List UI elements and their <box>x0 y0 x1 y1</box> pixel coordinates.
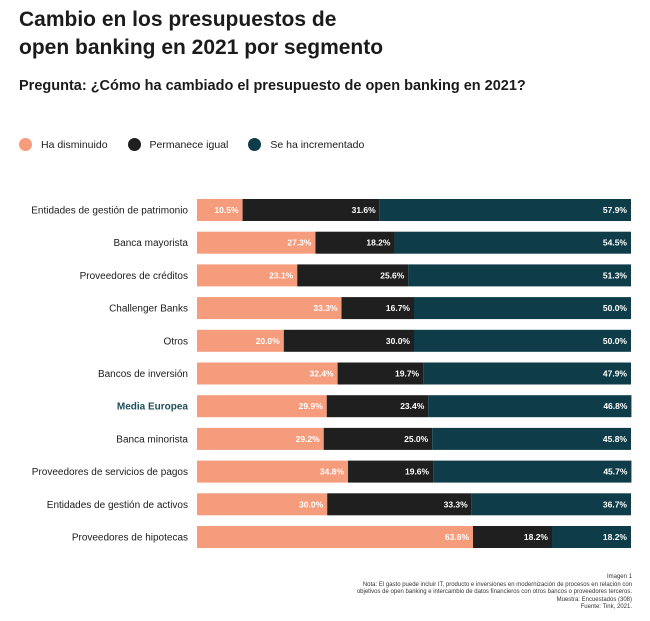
bar-segment-entidades-de-gestion-de-patrimonio-ha-disminuido <box>197 199 243 221</box>
data-label-entidades-de-gestion-de-activos-ha-disminuido: 30.0% <box>299 499 324 509</box>
footnote-note-2: objetivos de open banking e intercambio … <box>356 589 632 596</box>
legend-swatch-decreased <box>19 138 32 151</box>
data-label-banca-minorista-permanece-igual: 25.0% <box>404 434 429 444</box>
category-label-bancos-de-inversion: Bancos de inversión <box>98 369 188 380</box>
bar-segment-proveedores-de-creditos-ha-disminuido <box>197 264 298 287</box>
footnote-sample: Muestra: Encuestados (308) <box>556 596 632 603</box>
bar-segment-banca-minorista-se-ha-incrementado <box>432 427 631 450</box>
bar-segment-bancos-de-inversion-permanece-igual <box>337 362 424 385</box>
bar-segment-challenger-banks-permanece-igual <box>341 297 414 320</box>
stacked-bar-chart: Entidades de gestión de patrimonio 10.5% 3… <box>31 199 632 548</box>
bar-segment-challenger-banks-ha-disminuido <box>197 297 342 320</box>
bar-segment-proveedores-de-servicios-de-pagos-permanece-igual <box>348 460 434 483</box>
bar-segment-banca-minorista-ha-disminuido <box>197 427 324 450</box>
data-label-proveedores-de-servicios-de-pagos-ha-disminuido: 34.8% <box>320 467 345 477</box>
category-label-entidades-de-gestion-de-patrimonio: Entidades de gestión de patrimonio <box>31 206 188 217</box>
footnote-source: Fuente: Tink, 2021. <box>580 604 632 611</box>
data-label-proveedores-de-creditos-se-ha-incrementado: 51.3% <box>603 270 628 280</box>
legend: Ha disminuido Permanece igual Se ha incr… <box>19 138 384 151</box>
bar-segment-proveedores-de-hipotecas-ha-disminuido <box>197 526 474 548</box>
data-label-otros-ha-disminuido: 20.0% <box>256 336 281 346</box>
legend-label-increased: Se ha incrementado <box>270 138 365 151</box>
footnote-note-1: Nota: El gasto puede incluir IT, product… <box>362 581 632 588</box>
data-label-entidades-de-gestion-de-activos-permanece-igual: 33.3% <box>444 499 469 509</box>
bar-segment-media-europea-ha-disminuido <box>197 395 327 418</box>
footnote: Imagen 1 Nota: El gasto puede incluir IT… <box>302 574 632 612</box>
bar-segment-entidades-de-gestion-de-patrimonio-permanece-igual <box>242 199 380 221</box>
bar-segment-media-europea-permanece-igual <box>326 395 429 418</box>
bar-segment-proveedores-de-servicios-de-pagos-se-ha-incrementado <box>433 460 632 483</box>
footnote-image-ref: Imagen 1 <box>606 574 632 580</box>
data-label-proveedores-de-hipotecas-ha-disminuido: 63.6% <box>445 532 470 542</box>
data-label-proveedores-de-creditos-permanece-igual: 25.6% <box>380 270 405 280</box>
survey-question: Pregunta: ¿Cómo ha cambiado el presupues… <box>19 78 526 94</box>
data-label-otros-se-ha-incrementado: 50.0% <box>603 336 628 346</box>
bar-segment-bancos-de-inversion-ha-disminuido <box>197 362 338 385</box>
data-label-challenger-banks-ha-disminuido: 33.3% <box>313 303 338 313</box>
category-label-otros: Otros <box>164 336 188 347</box>
bar-segment-banca-mayorista-permanece-igual <box>315 231 395 254</box>
data-label-proveedores-de-servicios-de-pagos-se-ha-incrementado: 45.7% <box>603 467 628 477</box>
legend-swatch-same <box>127 138 141 151</box>
data-label-proveedores-de-servicios-de-pagos-permanece-igual: 19.6% <box>405 467 430 477</box>
data-label-banca-mayorista-se-ha-incrementado: 54.5% <box>603 238 628 248</box>
category-label-banca-mayorista: Banca mayorista <box>114 238 189 249</box>
bar-segment-otros-se-ha-incrementado <box>414 329 631 352</box>
data-label-proveedores-de-hipotecas-permanece-igual: 18.2% <box>524 532 549 542</box>
bar-segment-otros-ha-disminuido <box>197 329 284 352</box>
category-label-challenger-banks: Challenger Banks <box>109 304 188 315</box>
bar-segment-proveedores-de-hipotecas-permanece-igual <box>473 526 553 548</box>
data-label-media-europea-ha-disminuido: 29.9% <box>299 401 324 411</box>
bar-segment-otros-permanece-igual <box>283 329 414 352</box>
bar-segment-entidades-de-gestion-de-activos-permanece-igual <box>327 493 472 516</box>
data-label-bancos-de-inversion-ha-disminuido: 32.4% <box>310 369 335 379</box>
bar-segment-challenger-banks-se-ha-incrementado <box>414 297 631 320</box>
category-label-proveedores-de-servicios-de-pagos: Proveedores de servicios de pagos <box>32 467 188 478</box>
data-label-entidades-de-gestion-de-activos-se-ha-incrementado: 36.7% <box>603 499 628 509</box>
bar-segment-banca-mayorista-ha-disminuido <box>197 231 316 254</box>
legend-item-decreased: Ha disminuido <box>19 138 108 151</box>
bar-segment-media-europea-se-ha-incrementado <box>428 395 632 418</box>
legend-label-same: Permanece igual <box>149 138 229 151</box>
data-label-banca-mayorista-ha-disminuido: 27.3% <box>287 238 312 248</box>
data-label-entidades-de-gestion-de-patrimonio-permanece-igual: 31.6% <box>352 205 377 215</box>
chart-title: Cambio en los presupuestos de open banki… <box>19 6 619 62</box>
category-label-entidades-de-gestion-de-activos: Entidades de gestión de activos <box>47 500 188 511</box>
bar-segment-banca-minorista-permanece-igual <box>323 427 433 450</box>
data-label-media-europea-se-ha-incrementado: 46.8% <box>603 401 628 411</box>
data-label-banca-mayorista-permanece-igual: 18.2% <box>366 238 391 248</box>
category-label-media-europea: Media Europea <box>117 402 189 413</box>
data-label-entidades-de-gestion-de-patrimonio-se-ha-incrementado: 57.9% <box>603 205 628 215</box>
data-label-proveedores-de-hipotecas-se-ha-incrementado: 18.2% <box>603 532 628 542</box>
legend-swatch-increased <box>248 138 262 151</box>
legend-item-increased: Se ha incrementado <box>248 138 364 151</box>
bar-segment-entidades-de-gestion-de-patrimonio-se-ha-incrementado <box>379 199 631 221</box>
bar-segment-entidades-de-gestion-de-activos-se-ha-incrementado <box>471 493 631 516</box>
category-label-proveedores-de-creditos: Proveedores de créditos <box>80 271 188 282</box>
bar-segment-proveedores-de-servicios-de-pagos-ha-disminuido <box>197 460 349 483</box>
chart-title-line-1: Cambio en los presupuestos de <box>19 8 337 31</box>
bar-segment-proveedores-de-hipotecas-se-ha-incrementado <box>552 526 631 548</box>
data-label-challenger-banks-permanece-igual: 16.7% <box>386 303 411 313</box>
bar-segment-entidades-de-gestion-de-activos-ha-disminuido <box>197 493 328 516</box>
data-label-banca-minorista-ha-disminuido: 29.2% <box>296 434 321 444</box>
category-label-banca-minorista: Banca minorista <box>116 434 188 445</box>
data-label-bancos-de-inversion-se-ha-incrementado: 47.9% <box>603 369 628 379</box>
bar-segment-proveedores-de-creditos-se-ha-incrementado <box>408 264 631 287</box>
bar-segment-proveedores-de-creditos-permanece-igual <box>297 264 409 287</box>
data-label-challenger-banks-se-ha-incrementado: 50.0% <box>603 303 628 313</box>
chart-title-line-2: open banking en 2021 por segmento <box>19 36 384 59</box>
data-label-banca-minorista-se-ha-incrementado: 45.8% <box>603 434 628 444</box>
legend-label-decreased: Ha disminuido <box>41 138 108 151</box>
data-label-entidades-de-gestion-de-patrimonio-ha-disminuido: 10.5% <box>214 205 239 215</box>
data-label-otros-permanece-igual: 30.0% <box>386 336 411 346</box>
bar-segment-bancos-de-inversion-se-ha-incrementado <box>423 362 631 385</box>
category-label-proveedores-de-hipotecas: Proveedores de hipotecas <box>72 533 188 544</box>
data-label-proveedores-de-creditos-ha-disminuido: 23.1% <box>269 270 294 280</box>
bar-segment-banca-mayorista-se-ha-incrementado <box>394 231 631 254</box>
data-label-media-europea-permanece-igual: 23.4% <box>400 401 425 411</box>
data-label-bancos-de-inversion-permanece-igual: 19.7% <box>395 369 420 379</box>
legend-item-same: Permanece igual <box>127 138 229 151</box>
